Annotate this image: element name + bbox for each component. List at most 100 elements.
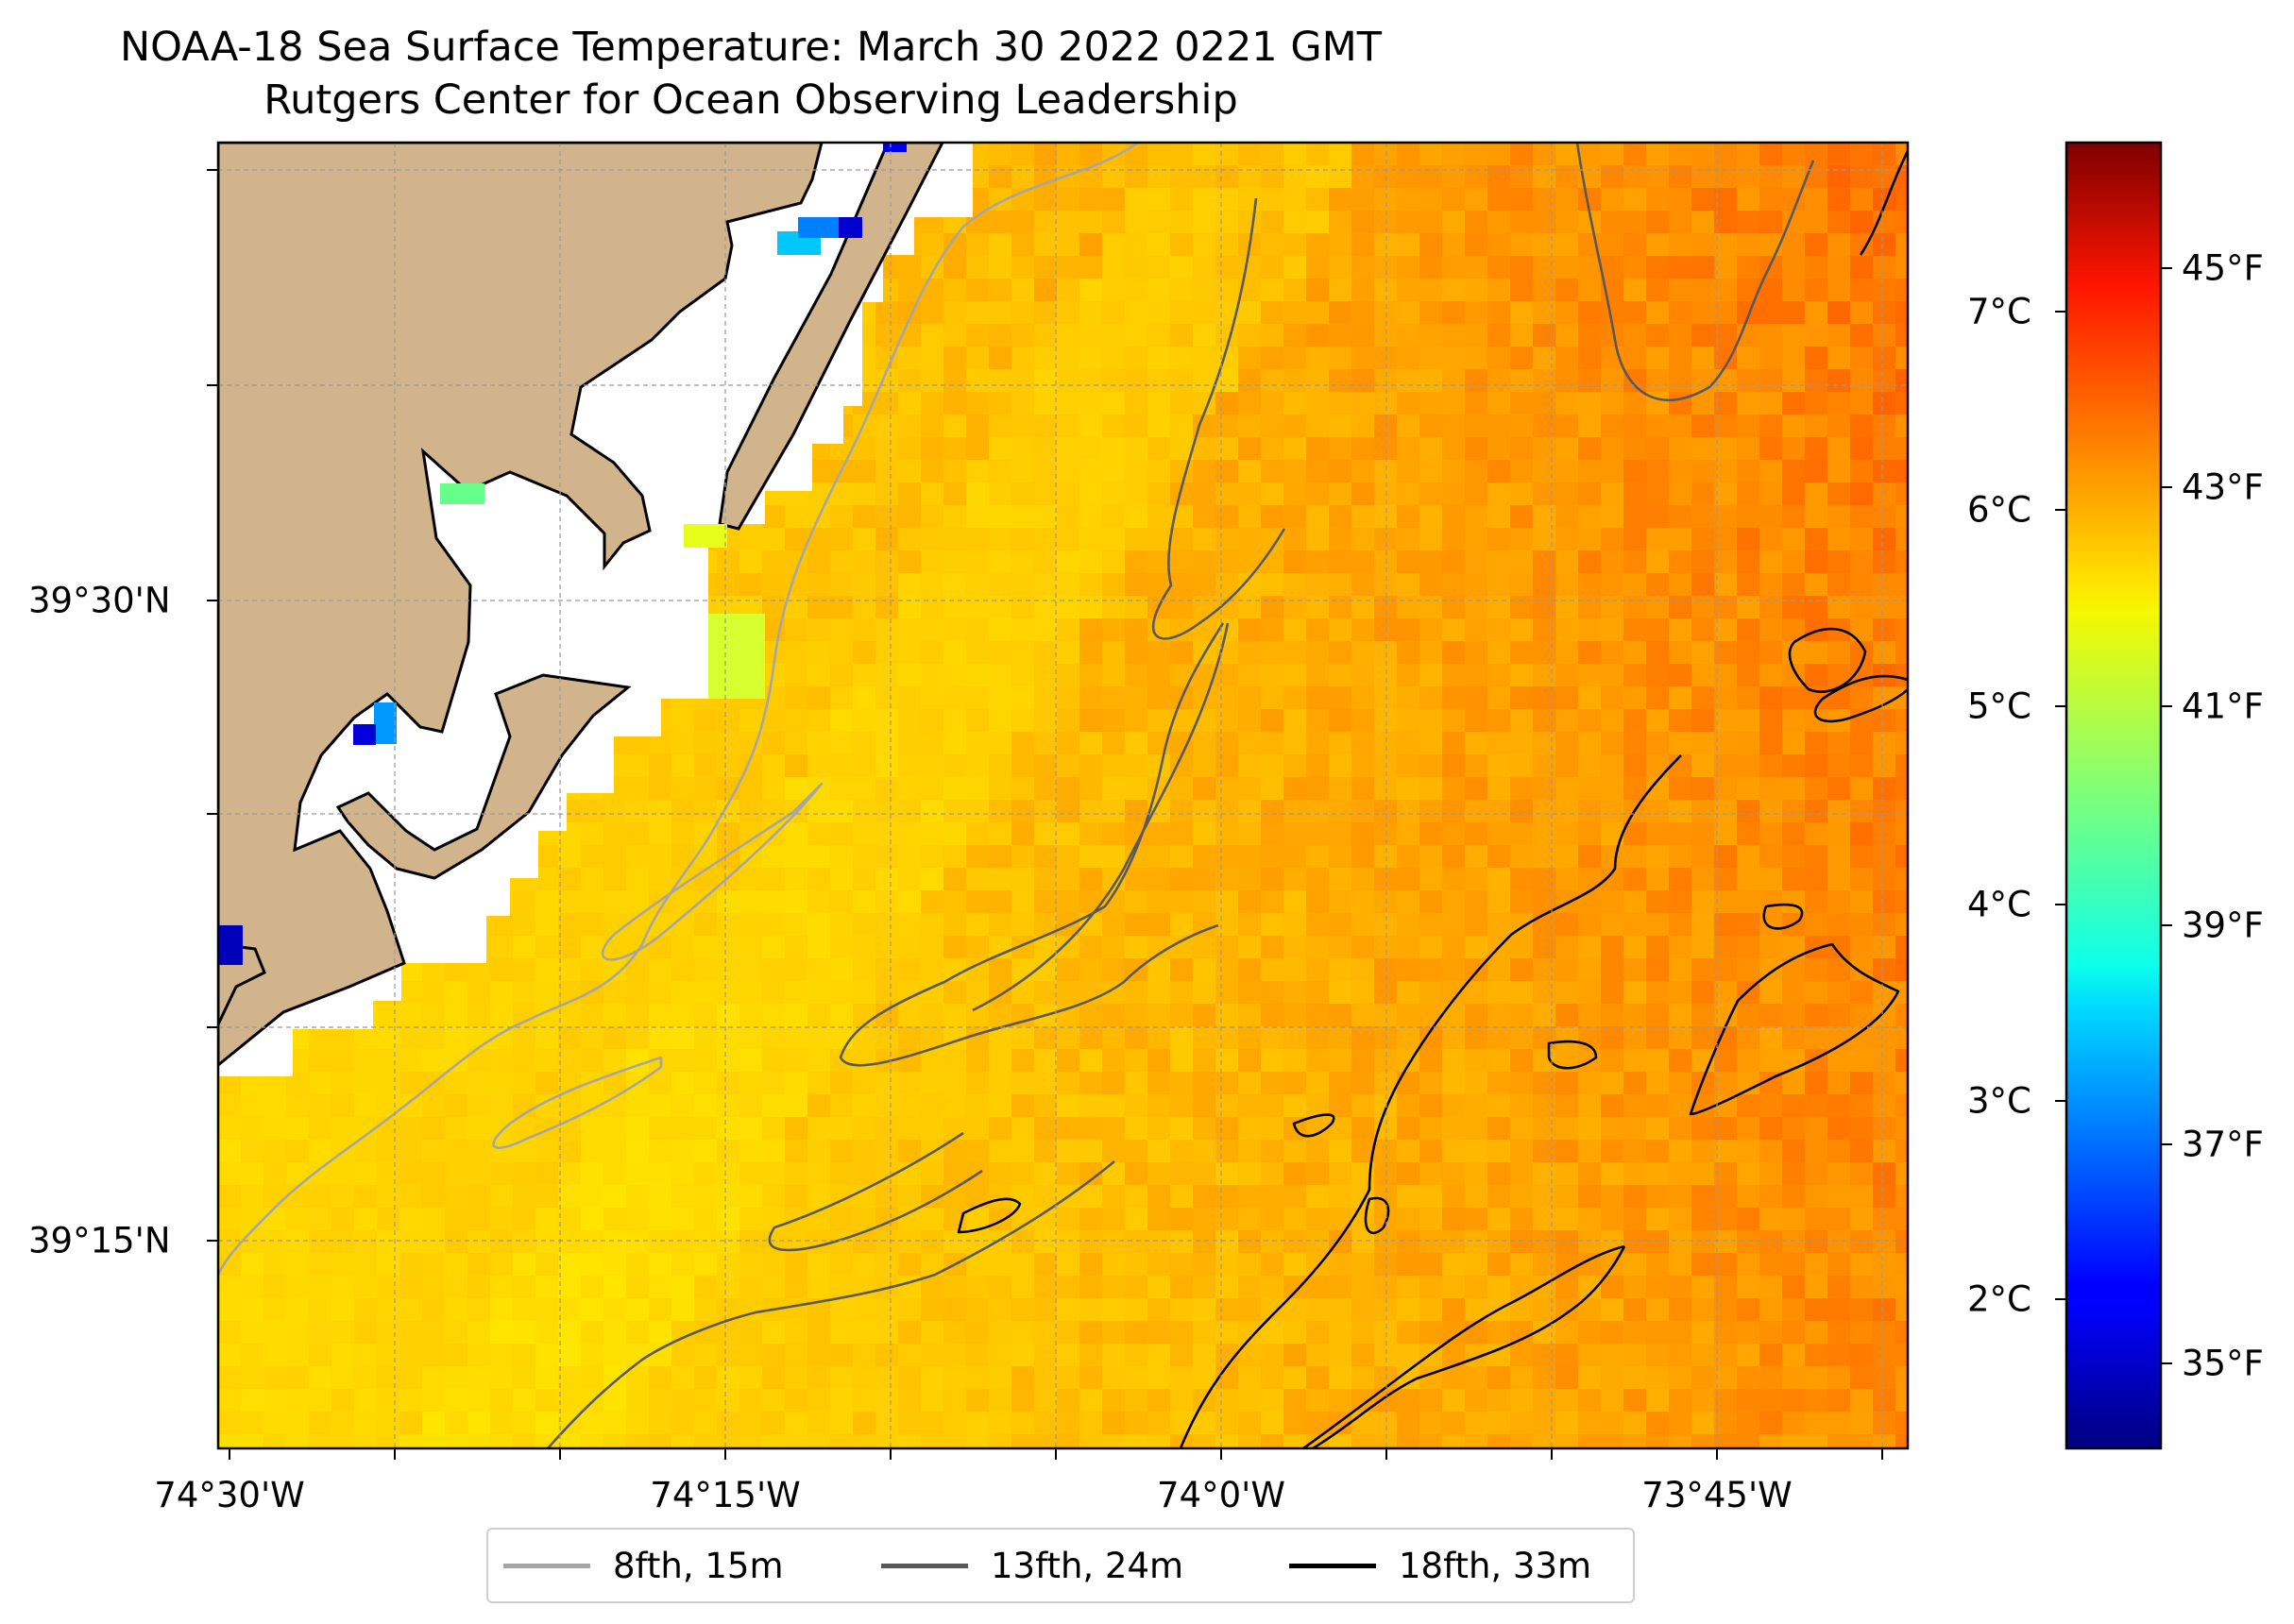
sst-cell [1510, 1140, 1534, 1163]
sst-cell [1057, 460, 1080, 483]
sst-cell [1419, 1208, 1443, 1231]
sst-cell [1601, 913, 1624, 937]
sst-cell [1329, 913, 1352, 937]
sst-cell [1873, 709, 1896, 733]
sst-cell [1873, 1162, 1896, 1186]
sst-cell [1011, 211, 1035, 234]
sst-cell [943, 1208, 967, 1231]
sst-cell [1601, 1162, 1624, 1186]
sst-cell [1397, 550, 1420, 574]
sst-cell [989, 1344, 1012, 1367]
sst-cell [1238, 188, 1262, 211]
sst-cell [1714, 641, 1738, 665]
sst-cell [1011, 1094, 1035, 1118]
sst-cell [1465, 1208, 1488, 1231]
sst-cell [1011, 664, 1035, 687]
sst-cell [1374, 1276, 1398, 1299]
sst-cell [1533, 800, 1556, 823]
sst-cell [1669, 777, 1692, 801]
sst-cell [1714, 1230, 1738, 1254]
sst-cell [1238, 1366, 1262, 1390]
sst-cell [1147, 1276, 1171, 1299]
sst-cell [1487, 1162, 1511, 1186]
sst-cell [739, 868, 763, 891]
legend-swatch [503, 1563, 590, 1568]
sst-cell [1623, 754, 1647, 778]
sst-cell [1442, 1049, 1466, 1073]
sst-cell [1057, 188, 1080, 211]
sst-cell [558, 868, 582, 891]
sst-cell [1623, 143, 1647, 166]
sst-cell [1555, 573, 1579, 597]
sst-cell [581, 1321, 604, 1345]
sst-cell [1011, 1140, 1035, 1163]
sst-cell [1895, 1434, 1908, 1448]
sst-cell [1895, 392, 1908, 415]
sst-cell [989, 800, 1012, 823]
sst-cell [581, 1117, 604, 1141]
sst-cell [1759, 1344, 1783, 1367]
sst-cell [1147, 1117, 1171, 1141]
sst-cell [1215, 279, 1239, 302]
sst-cell [1034, 1162, 1058, 1186]
sst-cell [875, 890, 899, 914]
sst-cell [1759, 256, 1783, 279]
sst-cell [1737, 1185, 1760, 1209]
sst-cell [1465, 1185, 1488, 1209]
sst-cell [1419, 1321, 1443, 1345]
sst-cell [1397, 1185, 1420, 1209]
sst-cell [1737, 958, 1760, 982]
sst-cell [513, 1276, 536, 1299]
sst-cell [1487, 1004, 1511, 1027]
sst-cell [286, 1162, 310, 1186]
sst-cell [762, 1140, 786, 1163]
sst-cell [875, 1253, 899, 1277]
sst-cell [1193, 1185, 1216, 1209]
sst-cell [1011, 868, 1035, 891]
sst-cell [1306, 369, 1330, 393]
sst-cell [1669, 913, 1692, 937]
colorbar-celsius-label: 5°C [1967, 685, 2031, 727]
sst-cell [1782, 1185, 1806, 1209]
sst-cell [1737, 505, 1760, 529]
sst-cell [943, 732, 967, 755]
sst-cell [1215, 414, 1239, 438]
sst-cell [490, 1072, 514, 1095]
sst-cell [1465, 1072, 1488, 1095]
sst-cell [1238, 686, 1262, 710]
sst-cell [1465, 936, 1488, 959]
sst-cell [762, 505, 786, 529]
sst-cell [989, 505, 1012, 529]
sst-cell [1261, 301, 1284, 325]
sst-cell [1533, 1344, 1556, 1367]
sst-cell [1805, 414, 1828, 438]
sst-cell [1782, 1072, 1806, 1095]
contour-18fth [1179, 754, 1682, 1448]
sst-cell [1850, 505, 1874, 529]
sst-cell [535, 1434, 559, 1448]
sst-cell [1351, 1049, 1375, 1073]
sst-cell [377, 1094, 400, 1118]
sst-cell [1306, 732, 1330, 755]
sst-cell [1623, 1412, 1647, 1435]
sst-cell [1646, 596, 1670, 619]
sst-cell [1238, 868, 1262, 891]
sst-cell [1102, 664, 1126, 687]
sst-cell [1487, 279, 1511, 302]
sst-cell [1397, 437, 1420, 461]
sst-cell [1351, 664, 1375, 687]
sst-cell [807, 1412, 831, 1435]
sst-cell [558, 1162, 582, 1186]
sst-cell [1147, 482, 1171, 506]
sst-cell [1170, 188, 1194, 211]
sst-cell [535, 1208, 559, 1231]
sst-cell [1827, 754, 1851, 778]
sst-cell [671, 1366, 695, 1390]
sst-cell [830, 1389, 854, 1413]
sst-cell [1283, 392, 1307, 415]
sst-cell [1623, 1434, 1647, 1448]
sst-cell [1827, 1004, 1851, 1027]
sst-cell [1601, 188, 1624, 211]
sst-cell [1805, 1389, 1828, 1413]
sst-cell [1533, 165, 1556, 189]
